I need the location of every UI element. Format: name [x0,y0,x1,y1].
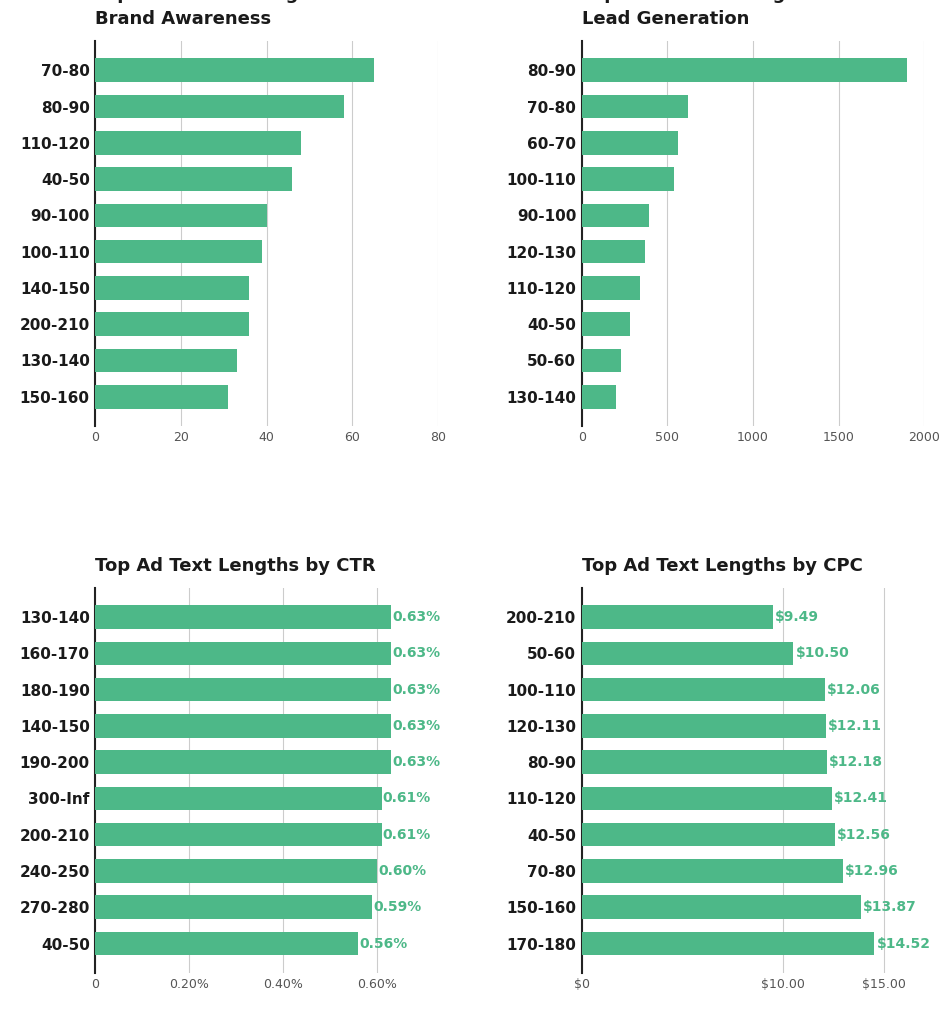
Bar [95,167,292,190]
Text: 0.63%: 0.63% [391,646,440,660]
Text: 0.60%: 0.60% [378,864,426,878]
Bar [581,859,843,883]
Text: 0.63%: 0.63% [391,683,440,696]
Bar [581,276,640,300]
Bar [581,714,825,737]
Bar [95,823,381,847]
Text: $12.11: $12.11 [827,719,881,733]
Bar [581,58,906,82]
Bar [95,859,376,883]
Bar [95,95,344,119]
Bar [581,605,772,629]
Bar [95,131,301,155]
Bar [95,312,249,336]
Bar [581,751,826,774]
Bar [581,932,874,955]
Bar [95,678,390,701]
Text: $12.96: $12.96 [844,864,898,878]
Bar [581,895,861,919]
Text: Top Ad Text Lengths by CPC: Top Ad Text Lengths by CPC [581,557,862,575]
Text: $12.56: $12.56 [836,827,890,842]
Text: $12.41: $12.41 [833,792,887,806]
Bar [581,167,674,190]
Bar [95,348,236,373]
Bar [95,58,373,82]
Bar [581,95,687,119]
Text: Top 10 Ad Text Lengths for
Brand Awareness: Top 10 Ad Text Lengths for Brand Awarene… [95,0,366,29]
Text: 0.63%: 0.63% [391,719,440,733]
Text: Top 10 Ad Text Lengths for
Lead Generation: Top 10 Ad Text Lengths for Lead Generati… [581,0,851,29]
Bar [95,751,390,774]
Text: 0.59%: 0.59% [373,900,421,914]
Text: 0.63%: 0.63% [391,610,440,624]
Bar [95,605,390,629]
Text: 0.61%: 0.61% [383,827,430,842]
Bar [581,678,824,701]
Text: 0.61%: 0.61% [383,792,430,806]
Bar [95,385,228,409]
Bar [581,786,831,810]
Bar [581,131,677,155]
Bar [95,240,262,263]
Bar [581,240,645,263]
Text: $14.52: $14.52 [876,937,929,950]
Text: 0.63%: 0.63% [391,755,440,769]
Text: 0.56%: 0.56% [359,937,407,950]
Bar [95,895,372,919]
Text: Top Ad Text Lengths by CTR: Top Ad Text Lengths by CTR [95,557,375,575]
Text: $12.06: $12.06 [826,683,880,696]
Text: $13.87: $13.87 [863,900,916,914]
Bar [581,348,621,373]
Bar [581,204,648,227]
Text: $10.50: $10.50 [795,646,848,660]
Text: $9.49: $9.49 [774,610,818,624]
Bar [95,932,358,955]
Bar [95,641,390,666]
Text: $12.18: $12.18 [828,755,883,769]
Bar [581,385,615,409]
Bar [95,204,267,227]
Bar [581,641,793,666]
Bar [95,786,381,810]
Bar [581,312,629,336]
Bar [95,714,390,737]
Bar [581,823,834,847]
Bar [95,276,249,300]
